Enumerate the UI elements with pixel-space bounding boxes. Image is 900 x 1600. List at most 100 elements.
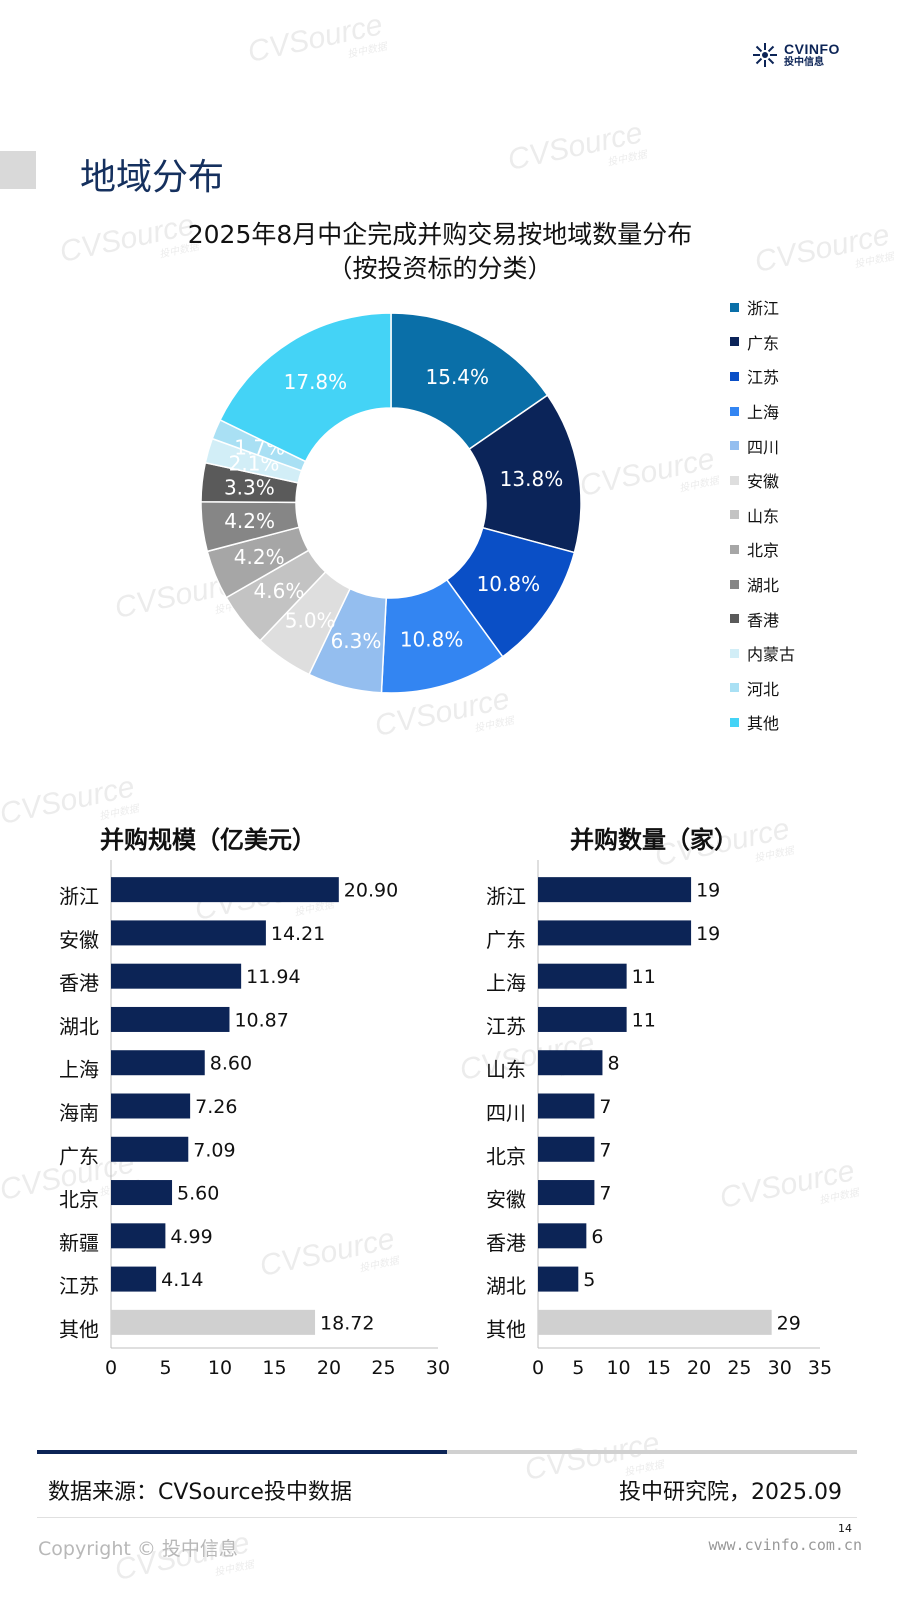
bar xyxy=(538,1180,595,1206)
legend-swatch xyxy=(730,337,739,347)
bar-value-label: 29 xyxy=(777,1312,801,1334)
donut-slice-label: 6.3% xyxy=(331,629,382,653)
bar xyxy=(538,1309,772,1335)
scale-chart-title: 并购规模（亿美元） xyxy=(100,826,316,854)
legend-label: 河北 xyxy=(747,679,780,699)
legend-label: 其他 xyxy=(747,714,780,734)
bar xyxy=(111,1093,191,1119)
bar xyxy=(111,1180,173,1206)
logo-main-text: CVINFO xyxy=(784,41,840,57)
logo-sub-text: 投中信息 xyxy=(784,57,824,68)
legend-swatch xyxy=(730,579,739,589)
category-label: 安徽 xyxy=(486,1188,526,1212)
category-label: 新疆 xyxy=(59,1231,99,1255)
donut-slice-label: 10.8% xyxy=(477,572,541,596)
donut-slice-label: 10.8% xyxy=(400,628,464,652)
category-label: 其他 xyxy=(486,1317,526,1341)
bar xyxy=(538,1050,603,1076)
x-tick-label: 15 xyxy=(262,1357,286,1379)
category-label: 海南 xyxy=(59,1101,99,1125)
x-tick-label: 30 xyxy=(426,1357,450,1379)
bar xyxy=(111,1309,316,1335)
category-label: 浙江 xyxy=(59,885,99,909)
legend-item: 河北 xyxy=(730,671,795,706)
category-label: 四川 xyxy=(486,1101,526,1125)
bar-value-label: 18.72 xyxy=(320,1312,374,1334)
bar-value-label: 20.90 xyxy=(344,880,398,902)
institute-date: 投中研究院，2025.09 xyxy=(619,1480,842,1505)
donut-chart-title: 2025年8月中企完成并购交易按地域数量分布 （按投资标的分类） xyxy=(100,218,780,286)
bar xyxy=(111,1006,230,1032)
donut-slice-label: 4.6% xyxy=(254,579,305,603)
donut-slice-label: 15.4% xyxy=(426,365,490,389)
x-tick-label: 30 xyxy=(768,1357,792,1379)
legend-item: 上海 xyxy=(730,394,795,429)
donut-slice-label: 17.8% xyxy=(284,370,348,394)
x-tick-label: 0 xyxy=(105,1357,117,1379)
legend-swatch xyxy=(730,302,739,312)
category-label: 上海 xyxy=(59,1058,99,1082)
count-chart-title: 并购数量（家） xyxy=(570,826,738,854)
bar xyxy=(111,1223,166,1249)
page-title: 地域分布 xyxy=(80,157,225,198)
scale-bar-chart: 浙江 20.90 安徽 14.21 香港 11.94 湖北 10.87 上海 8.60 海南 7.26… xyxy=(59,860,450,1379)
website-link[interactable]: www.cvinfo.com.cn xyxy=(708,1536,862,1554)
legend-swatch xyxy=(730,544,739,554)
category-label: 香港 xyxy=(59,971,99,995)
category-label: 广东 xyxy=(486,928,526,952)
donut-subtitle-line: （按投资标的分类） xyxy=(327,254,553,283)
legend-swatch xyxy=(730,648,739,658)
bar xyxy=(538,1006,627,1032)
bar xyxy=(111,1050,205,1076)
legend-swatch xyxy=(730,614,739,624)
x-tick-label: 20 xyxy=(687,1357,711,1379)
donut-slice-label: 4.2% xyxy=(224,509,275,533)
bar-value-label: 4.99 xyxy=(170,1226,212,1248)
legend-item: 广东 xyxy=(730,325,795,360)
x-tick-label: 5 xyxy=(159,1357,171,1379)
legend-label: 山东 xyxy=(747,506,780,526)
bar xyxy=(111,1266,157,1292)
bar-value-label: 7 xyxy=(599,1183,611,1205)
bar xyxy=(111,1136,189,1162)
legend-label: 湖北 xyxy=(747,576,780,596)
bar-value-label: 5 xyxy=(583,1269,595,1291)
legend-item: 山东 xyxy=(730,498,795,533)
bar-value-label: 19 xyxy=(696,880,720,902)
bar-value-label: 6 xyxy=(591,1226,603,1248)
x-tick-label: 35 xyxy=(808,1357,832,1379)
copyright: Copyright © 投中信息 xyxy=(38,1538,238,1560)
bar-value-label: 7 xyxy=(599,1139,611,1161)
legend-label: 安徽 xyxy=(747,472,780,492)
legend-swatch xyxy=(730,371,739,381)
bar-value-label: 11 xyxy=(632,1009,656,1031)
bar-value-label: 7 xyxy=(599,1096,611,1118)
category-label: 北京 xyxy=(59,1188,99,1212)
legend-item: 四川 xyxy=(730,428,795,463)
category-label: 广东 xyxy=(59,1144,99,1168)
bar xyxy=(538,1223,587,1249)
legend-item: 内蒙古 xyxy=(730,636,795,671)
page-number: 14 xyxy=(838,1522,852,1535)
count-bar-chart: 浙江 19 广东 19 上海 11 江苏 11 山东 8 四川 7 北京 7 安徽 7 香港 6 湖北 5 其他 29 0 5… xyxy=(486,860,832,1379)
legend-label: 内蒙古 xyxy=(747,645,796,665)
bar xyxy=(538,1093,595,1119)
bar xyxy=(538,1136,595,1162)
category-label: 山东 xyxy=(486,1058,526,1082)
footer-divider xyxy=(37,1450,857,1454)
bar xyxy=(538,1266,579,1292)
category-label: 浙江 xyxy=(486,885,526,909)
category-label: 上海 xyxy=(486,971,526,995)
legend-item: 其他 xyxy=(730,705,795,740)
bar xyxy=(538,963,627,989)
section-marker xyxy=(0,151,36,189)
legend-label: 浙江 xyxy=(747,299,780,319)
category-label: 湖北 xyxy=(59,1014,99,1038)
donut-slice-label: 3.3% xyxy=(224,475,275,499)
bar-value-label: 7.09 xyxy=(193,1139,235,1161)
bar xyxy=(538,920,692,946)
donut-slice-0 xyxy=(390,312,549,451)
legend-item: 香港 xyxy=(730,601,795,636)
bar-value-label: 11 xyxy=(632,966,656,988)
